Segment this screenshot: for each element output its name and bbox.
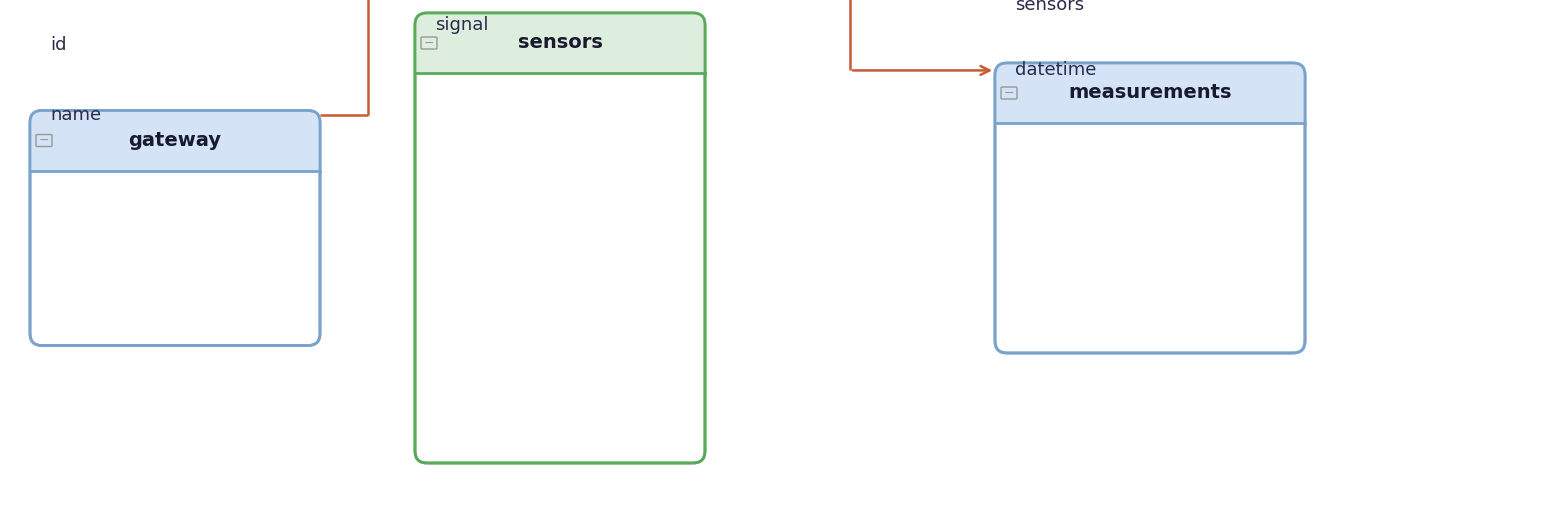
- FancyBboxPatch shape: [995, 63, 1306, 353]
- Text: name: name: [50, 105, 101, 123]
- Text: gateway: gateway: [128, 131, 222, 150]
- Text: sensors: sensors: [1016, 0, 1084, 14]
- Text: −: −: [424, 37, 434, 50]
- FancyBboxPatch shape: [415, 13, 705, 73]
- Text: measurements: measurements: [1069, 84, 1232, 103]
- FancyBboxPatch shape: [995, 63, 1306, 123]
- Bar: [995, 111, 1306, 123]
- FancyBboxPatch shape: [30, 110, 320, 170]
- Text: datetime: datetime: [1016, 61, 1097, 79]
- Text: signal: signal: [435, 16, 488, 34]
- Text: id: id: [50, 36, 67, 54]
- Bar: [415, 61, 705, 73]
- Text: −: −: [1003, 87, 1014, 100]
- Bar: [30, 158, 320, 170]
- Text: sensors: sensors: [518, 34, 602, 53]
- FancyBboxPatch shape: [30, 110, 320, 346]
- FancyBboxPatch shape: [415, 13, 705, 463]
- Text: −: −: [39, 134, 50, 147]
